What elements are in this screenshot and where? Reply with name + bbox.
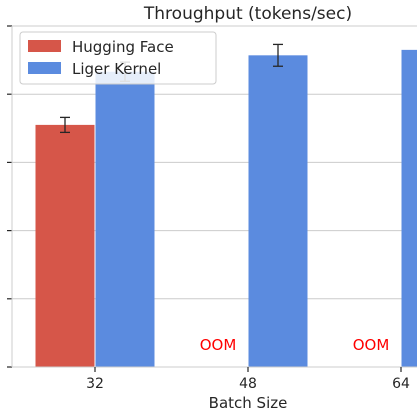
x-tick-label: 32 [86,376,104,392]
x-tick-label: 64 [392,376,410,392]
bar [35,124,95,367]
bar [401,49,417,368]
chart-title: Throughput (tokens/sec) [143,4,352,24]
bars [35,49,417,368]
axes: 32 48 64 [7,25,417,392]
bar [95,71,155,367]
legend-label: Hugging Face [72,38,174,56]
oom-annotation: OOM [200,336,237,354]
legend-swatch [28,40,61,52]
legend-label: Liger Kernel [72,60,161,78]
oom-annotation: OOM [353,336,390,354]
x-tick-label: 48 [239,376,257,392]
annotations: OOM OOM [200,336,390,354]
x-axis-label: Batch Size [209,394,288,412]
bar [248,55,308,368]
legend-swatch [28,62,61,74]
legend: Hugging Face Liger Kernel [19,31,217,85]
legend-box [19,31,217,85]
